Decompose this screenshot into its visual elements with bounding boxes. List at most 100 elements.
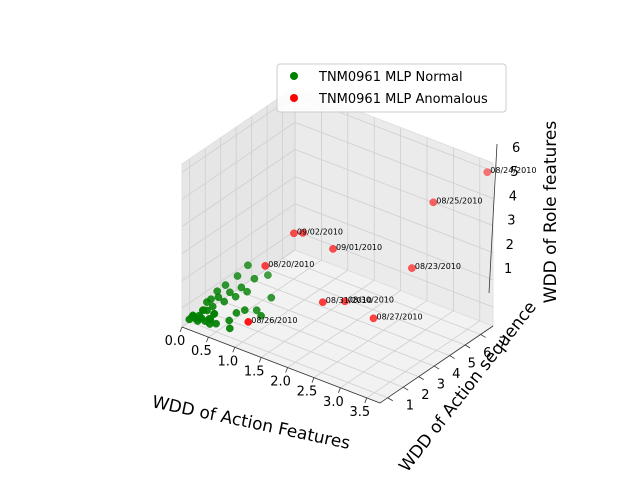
- y-tick-mark: [387, 397, 393, 402]
- y-grid-floor: [282, 258, 481, 335]
- y-tick-label: 4: [452, 367, 460, 382]
- normal-point: [225, 324, 234, 333]
- z-tick-label: 5: [510, 165, 518, 180]
- y-tick-label: 1: [406, 399, 414, 414]
- normal-point: [243, 287, 251, 296]
- z-grid-side: [181, 230, 296, 309]
- point-annotation: 08/24/2010: [490, 166, 536, 175]
- x-tick-mark: [311, 377, 315, 383]
- y-tick-label: 6: [483, 346, 491, 361]
- anomalous-point: [299, 229, 307, 237]
- data-points: [185, 168, 492, 333]
- normal-point: [240, 306, 249, 314]
- legend-label-normal: TNM0961 MLP Normal: [318, 70, 463, 85]
- normal-point: [225, 316, 234, 325]
- y-tick-label: 5: [468, 357, 476, 372]
- normal-point: [220, 297, 229, 306]
- y-grid-floor: [220, 300, 419, 378]
- y-grid-floor: [189, 321, 388, 399]
- z-grid-back: [294, 230, 494, 308]
- normal-point: [257, 311, 265, 320]
- z-tick-label: 2: [506, 238, 514, 253]
- y-grid-floor: [251, 279, 450, 356]
- x-grid-floor: [340, 310, 454, 389]
- normal-point: [231, 292, 240, 301]
- normal-point: [232, 309, 241, 317]
- normal-point: [213, 287, 222, 296]
- point-annotation: 09/01/2010: [336, 243, 382, 252]
- normal-point: [244, 261, 252, 270]
- point-annotation: 08/31/2010: [326, 296, 372, 305]
- x-tick-mark: [338, 387, 341, 393]
- normal-point: [206, 315, 215, 324]
- legend-marker-normal: [290, 72, 298, 80]
- point-annotation: 08/25/2010: [436, 196, 482, 205]
- z-tick-label: 1: [504, 262, 512, 277]
- x-tick-label: 3.0: [323, 395, 344, 410]
- anomalous-point: [408, 264, 416, 272]
- z-tick-label: 6: [512, 141, 520, 156]
- anomalous-point: [341, 297, 349, 306]
- normal-point: [210, 310, 218, 318]
- legend-frame: [276, 63, 507, 113]
- y-tick-mark: [449, 355, 455, 359]
- point-annotation: 08/26/2010: [251, 316, 297, 325]
- x-tick-mark: [364, 397, 368, 404]
- normal-point: [207, 295, 215, 304]
- y-tick-label: 2: [421, 388, 429, 403]
- normal-point: [252, 306, 261, 315]
- x-tick-mark: [258, 357, 262, 363]
- z-grid-back: [294, 121, 494, 199]
- z-axis-label: WDD of Role features: [541, 121, 561, 304]
- z-grid-side: [181, 94, 296, 173]
- normal-point: [264, 271, 272, 279]
- legend-label-anomalous: TNM0961 MLP Anomalous: [318, 92, 488, 107]
- z-grid-side: [181, 176, 296, 254]
- y-tick-mark: [464, 344, 471, 349]
- normal-point: [221, 281, 230, 289]
- z-axis-spine: [488, 143, 498, 294]
- y-axis-spine: [379, 325, 494, 404]
- x-grid-floor: [234, 269, 349, 348]
- anomalous-point: [369, 314, 378, 323]
- normal-point: [212, 319, 220, 328]
- x-grid-floor: [366, 320, 481, 399]
- anomalous-point: [318, 298, 327, 307]
- point-annotation: 08/27/2010: [377, 312, 423, 321]
- y-tick-label: 7: [499, 335, 507, 350]
- y-tick-mark: [418, 376, 424, 380]
- normal-point: [237, 283, 246, 292]
- normal-point: [226, 288, 234, 297]
- point-annotations: 08/24/2010 08/25/2010 08/23/2010 09/01/2010…: [251, 166, 536, 325]
- x-tick-label: 3.5: [349, 405, 370, 420]
- x-tick-mark: [206, 336, 209, 343]
- y-grid-floor: [266, 268, 466, 346]
- point-annotation: 08/20/2010: [268, 260, 314, 269]
- x-grid-floor: [208, 259, 322, 338]
- x-axis-label: WDD of Action Features: [150, 392, 352, 454]
- z-tick-label: 3: [507, 214, 515, 229]
- x-tick-label: 1.0: [217, 354, 238, 369]
- x-tick-label: 0.0: [165, 334, 186, 349]
- x-tick-label: 2.5: [297, 385, 318, 400]
- x-grid-floor: [313, 300, 428, 378]
- normal-point: [250, 274, 259, 283]
- normal-point: [267, 293, 276, 302]
- point-annotation: 08/30/2010: [348, 295, 394, 304]
- z-grid-side: [181, 121, 296, 200]
- anomalous-point: [483, 168, 492, 177]
- z-grid-back: [294, 176, 494, 254]
- z-grid-side: [181, 203, 296, 282]
- point-annotation: 08/23/2010: [415, 262, 461, 271]
- legend-marker-anomalous: [290, 94, 298, 102]
- z-grid-side: [181, 149, 296, 227]
- y-tick-mark: [403, 386, 409, 391]
- point-annotation: 09/02/2010: [297, 227, 343, 236]
- anomalous-point: [261, 262, 270, 270]
- x-axis-spine: [181, 326, 381, 404]
- z-grid-back: [294, 203, 494, 281]
- x-tick-mark: [179, 326, 183, 333]
